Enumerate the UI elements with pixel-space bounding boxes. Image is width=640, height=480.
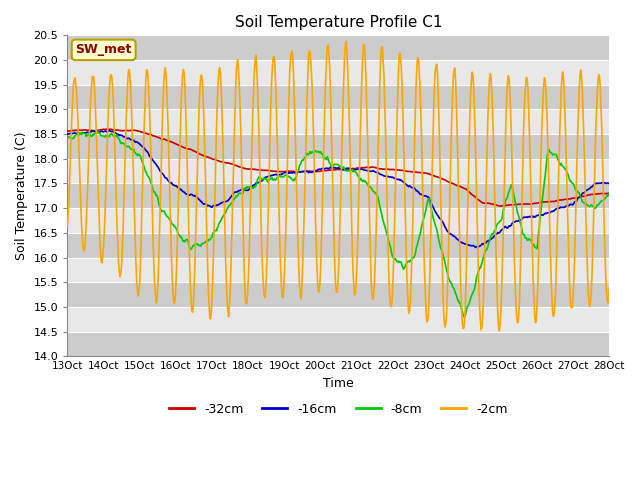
Bar — [67, 109, 609, 134]
Bar — [67, 159, 609, 183]
Title: Soil Temperature Profile C1: Soil Temperature Profile C1 — [235, 15, 442, 30]
Y-axis label: Soil Temperature (C): Soil Temperature (C) — [15, 132, 28, 260]
Bar — [67, 332, 609, 356]
Bar — [67, 282, 609, 307]
Bar — [67, 60, 609, 84]
Bar — [67, 36, 609, 60]
Bar — [67, 233, 609, 258]
Bar — [67, 208, 609, 233]
Bar — [67, 183, 609, 208]
Legend: -32cm, -16cm, -8cm, -2cm: -32cm, -16cm, -8cm, -2cm — [164, 398, 513, 420]
Text: SW_met: SW_met — [76, 43, 132, 56]
Bar — [67, 307, 609, 332]
Bar — [67, 84, 609, 109]
Bar — [67, 258, 609, 282]
X-axis label: Time: Time — [323, 377, 354, 390]
Bar — [67, 134, 609, 159]
